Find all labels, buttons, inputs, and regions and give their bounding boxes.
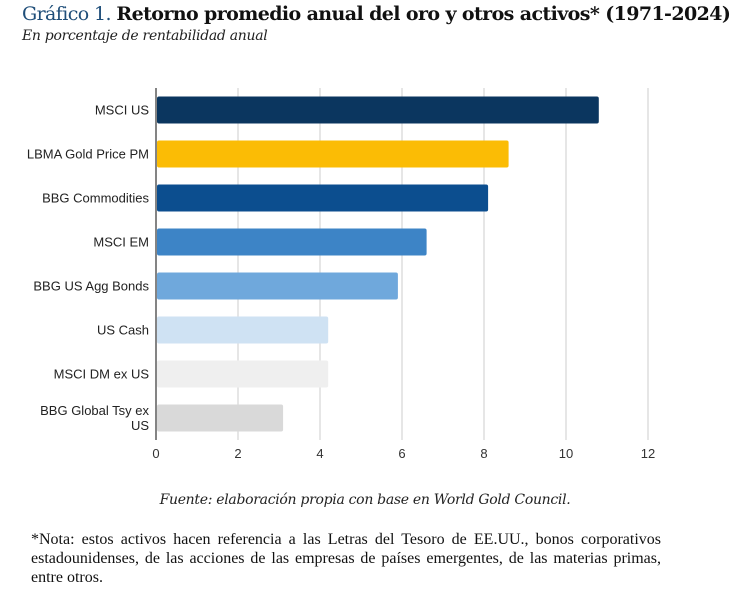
chart-number: Gráfico 1. [22,3,112,25]
x-tick-label: 12 [641,446,655,461]
category-label-line: BBG Commodities [42,191,149,206]
footnote: *Nota: estos activos hacen referencia a … [31,531,661,586]
chart-title-text: Retorno promedio anual del oro y otros a… [116,3,730,25]
category-label: MSCI DM ex US [54,367,150,382]
category-label-line: MSCI DM ex US [54,367,150,382]
bar-bbg-global-tsy-ex-us [157,404,284,432]
bar-bbg-commodities [157,184,489,212]
x-tick-labels: 0 2 4 6 8 10 12 [152,446,655,461]
category-label-line: BBG Global Tsy ex [40,403,149,418]
category-label: MSCI US [95,103,150,118]
category-label: BBG Global Tsy ex US [40,403,149,433]
chart-subtitle: En porcentaje de rentabilidad anual [22,28,268,44]
category-label-line: BBG US Agg Bonds [33,279,149,294]
bars [157,96,599,432]
bar-chart: MSCI US LBMA Gold Price PM BBG Commodities… [27,88,655,461]
bar-msci-us [157,96,599,124]
category-label: US Cash [97,323,149,338]
category-label: MSCI EM [93,235,149,250]
bar-lbma-gold-price-pm [157,140,509,168]
category-label-line: MSCI US [95,103,150,118]
category-labels: MSCI US LBMA Gold Price PM BBG Commodities… [27,103,150,434]
category-label: BBG Commodities [42,191,149,206]
bar-msci-dm-ex-us [157,360,329,388]
category-label-line: LBMA Gold Price PM [27,147,149,162]
bar-bbg-us-agg-bonds [157,272,398,300]
x-tick-label: 10 [559,446,573,461]
x-tick-label: 8 [480,446,487,461]
x-tick-label: 4 [316,446,323,461]
category-label-line: US [131,418,149,433]
category-label: BBG US Agg Bonds [33,279,149,294]
bar-us-cash [157,316,329,344]
category-label-line: US Cash [97,323,149,338]
chart-title: Gráfico 1. Retorno promedio anual del or… [22,3,730,25]
category-label-line: MSCI EM [93,235,149,250]
category-label: LBMA Gold Price PM [27,147,149,162]
x-tick-label: 0 [152,446,159,461]
source-note: Fuente: elaboración propia con base en W… [159,492,571,508]
x-tick-label: 2 [234,446,241,461]
bar-msci-em [157,228,427,256]
x-tick-label: 6 [398,446,405,461]
